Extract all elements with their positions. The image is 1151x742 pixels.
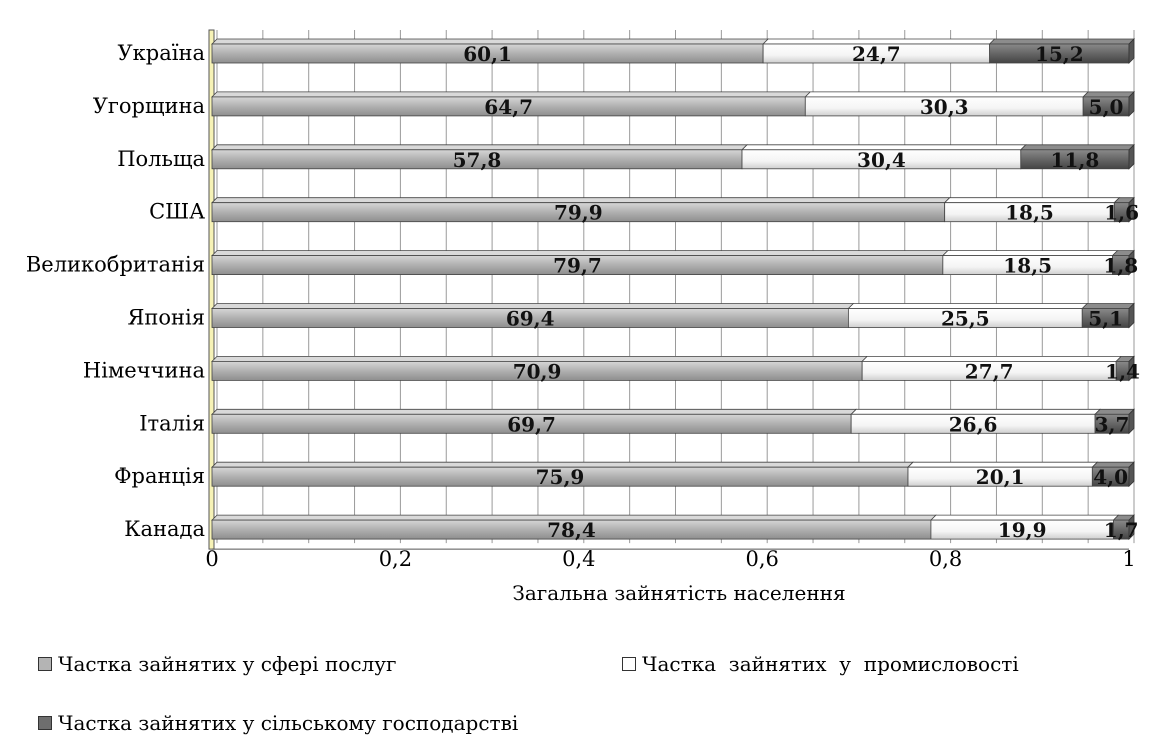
bar-end-cap (1128, 302, 1135, 329)
data-label: 19,9 (998, 518, 1047, 542)
data-label: 20,1 (976, 465, 1025, 489)
data-label: 4,0 (1093, 465, 1128, 489)
data-label: 15,2 (1035, 42, 1084, 66)
data-label: 24,7 (852, 42, 901, 66)
bars (211, 38, 1135, 541)
x-axis-title: Загальна зайнятість населення (512, 581, 845, 605)
legend-item-agriculture: Частка зайнятих у сільському господарств… (38, 711, 518, 735)
axis-wall (208, 29, 1129, 550)
data-label: 25,5 (941, 307, 990, 331)
bar-end-cap (1128, 514, 1135, 541)
data-label: 70,9 (513, 359, 562, 383)
x-tick-label: 1 (1122, 547, 1135, 571)
legend-swatch-services (38, 657, 52, 671)
category-label: Німеччина (83, 358, 205, 382)
bar-end-cap (1128, 461, 1135, 488)
x-tick-label: 0 (205, 547, 218, 571)
category-label: Франція (114, 464, 205, 488)
bar-end-cap (1128, 38, 1135, 64)
category-label: Італія (139, 411, 205, 435)
category-label: США (149, 200, 205, 224)
data-label: 78,4 (547, 518, 596, 542)
category-labels: Україна Угорщина Польща США Великобританія Яп… (26, 41, 205, 541)
legend-label-services: Частка зайнятих у сфері послуг (58, 652, 397, 676)
data-label: 27,7 (965, 359, 1014, 383)
data-label: 60,1 (463, 42, 512, 66)
data-label: 1,8 (1103, 254, 1138, 278)
data-label: 5,0 (1089, 95, 1124, 119)
data-label: 11,8 (1051, 148, 1100, 172)
data-label: 18,5 (1005, 201, 1054, 225)
data-label: 1,4 (1105, 359, 1140, 383)
x-tick-label: 0,8 (929, 547, 962, 571)
data-labels: 60,1 24,7 15,2 64,7 30,3 5,0 57,8 30,4 11,8 79,9 1… (453, 42, 1140, 542)
x-tick-label: 0,6 (745, 547, 778, 571)
data-label: 30,3 (920, 95, 969, 119)
legend-label-industry: Частка зайнятих у промисловості (642, 652, 1019, 676)
x-tick-labels: 0 0,2 0,4 0,6 0,8 1 (205, 547, 1135, 571)
data-label: 57,8 (453, 148, 502, 172)
data-label: 64,7 (484, 95, 533, 119)
category-label: Україна (118, 41, 206, 65)
bar-end-cap (1128, 408, 1135, 435)
legend-label-agriculture: Частка зайнятих у сільському господарств… (58, 711, 519, 735)
data-label: 1,7 (1104, 518, 1139, 542)
legend-item-industry: Частка зайнятих у промисловості (622, 652, 1019, 676)
bar-end-cap (1128, 90, 1135, 117)
category-label: Польща (117, 147, 205, 171)
category-label: Великобританія (26, 253, 205, 277)
data-label: 3,7 (1095, 412, 1130, 436)
category-label: Канада (124, 517, 205, 541)
category-label: Угорщина (93, 94, 205, 118)
x-tick-label: 0,4 (562, 547, 595, 571)
legend-swatch-agriculture (38, 716, 52, 730)
left-wall (208, 29, 215, 550)
data-label: 75,9 (536, 465, 585, 489)
legend-item-services: Частка зайнятих у сфері послуг (38, 652, 396, 676)
data-label: 79,7 (553, 254, 602, 278)
data-label: 69,4 (506, 307, 555, 331)
bar-end-cap (1128, 249, 1135, 276)
data-label: 30,4 (857, 148, 906, 172)
bar-end-cap (1128, 196, 1135, 223)
data-label: 1,6 (1104, 201, 1139, 225)
data-label: 26,6 (949, 412, 998, 436)
bar-end-cap (1128, 143, 1135, 170)
legend-swatch-industry (622, 657, 636, 671)
bar-end-cap (1128, 355, 1135, 382)
data-label: 69,7 (507, 412, 556, 436)
data-label: 18,5 (1003, 254, 1052, 278)
data-label: 5,1 (1088, 307, 1123, 331)
category-label: Японія (127, 306, 205, 330)
data-label: 79,9 (554, 201, 603, 225)
x-tick-label: 0,2 (379, 547, 412, 571)
